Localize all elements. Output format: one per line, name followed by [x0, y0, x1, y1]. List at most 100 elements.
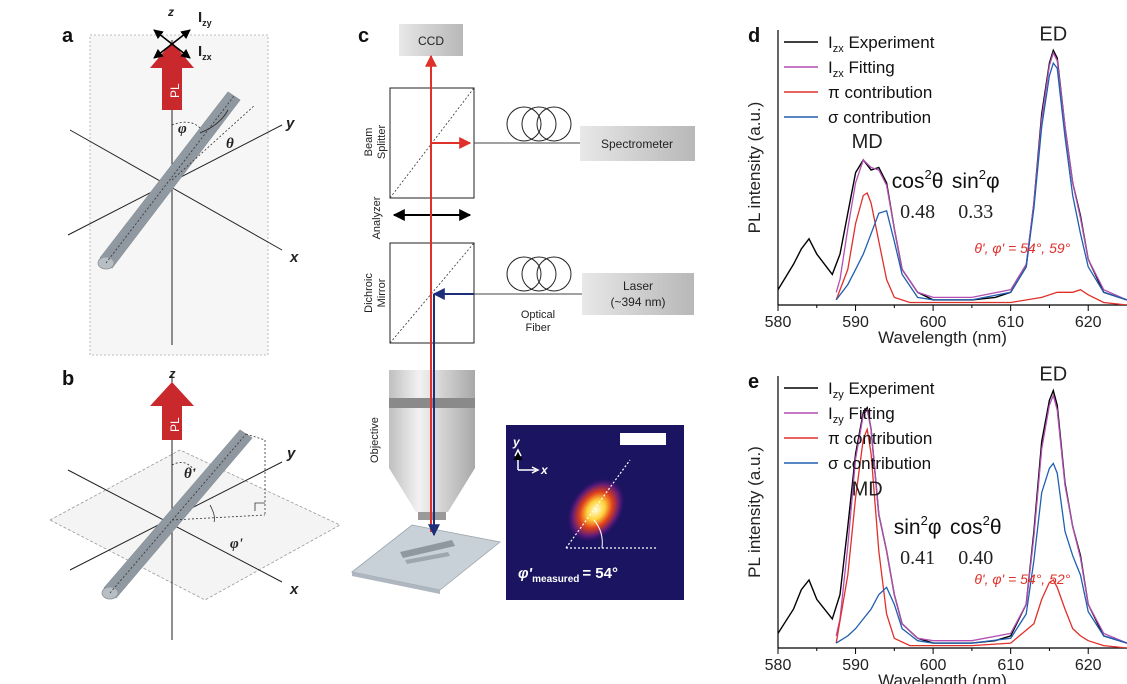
- legend-entry: π contribution: [828, 429, 932, 448]
- term2-expression: sin2φ: [952, 167, 1000, 193]
- axis-y-label-b: y: [286, 445, 296, 462]
- legend-entry: Izx Experiment: [828, 33, 935, 55]
- spectrometer-label: Spectrometer: [601, 137, 673, 151]
- axis-x-label-b: x: [289, 581, 299, 598]
- x-axis: [69, 129, 283, 251]
- xy-plane: [49, 449, 341, 601]
- ccd-box: [399, 24, 463, 56]
- md-label: MD: [852, 131, 883, 153]
- panel-label-b: b: [62, 368, 74, 390]
- legend-entry: Izy Fitting: [828, 404, 895, 426]
- series-line: [835, 61, 1127, 301]
- projection-line-a: [171, 104, 256, 181]
- polarization-arrows: z Izy Izx: [153, 5, 212, 62]
- series-line: [835, 51, 1127, 301]
- series-group: [778, 48, 1127, 305]
- legend-entry: Izy Experiment: [828, 379, 935, 401]
- dichroic-label-2: Mirror: [376, 278, 388, 307]
- term1-expression: sin2φ: [894, 513, 942, 539]
- pl-label-a: PL: [168, 83, 182, 98]
- y-axis-label: PL intensity (a.u.): [745, 102, 764, 234]
- phi-arc-a: [171, 121, 201, 129]
- x-tick-label: 610: [997, 657, 1024, 674]
- x-tick-label: 580: [765, 314, 792, 331]
- term2-expression: cos2θ: [950, 513, 1002, 539]
- panel-a: a x y φ θ PL z Izy Izx: [62, 5, 299, 356]
- term1-expression: cos2θ: [892, 167, 944, 193]
- spectrometer-box: [580, 126, 695, 161]
- fiber-label-1: Optical: [521, 309, 555, 321]
- beam-splitter-label-2: Splitter: [376, 125, 388, 160]
- theta-arc-a: [199, 109, 229, 134]
- pl-arrow-b: PL: [150, 382, 194, 440]
- pl-arrow-a: PL: [150, 42, 194, 110]
- izy-label: Izy: [198, 9, 212, 28]
- legend-entry: σ contribution: [828, 108, 931, 127]
- x-tick-label: 580: [765, 657, 792, 674]
- objective-label: Objective: [369, 417, 381, 463]
- legend-entry: π contribution: [828, 83, 932, 102]
- axis-x-label: x: [289, 249, 299, 266]
- series-line: [835, 192, 1127, 305]
- inset-phi-measured: φ'measured = 54°: [518, 565, 618, 585]
- panel-label-e: e: [748, 371, 759, 393]
- laser-box: [582, 273, 694, 315]
- dichroic-label-1: Dichroic: [363, 273, 375, 313]
- x-tick-label: 600: [920, 314, 947, 331]
- x-axis-label: Wavelength (nm): [878, 671, 1007, 684]
- scale-bar: [620, 433, 666, 445]
- spectrum-chart-e: 580 590 600 610 620 Wavelength (nm) PL intensi…: [745, 364, 1127, 684]
- theta-arc-b: [171, 462, 195, 471]
- series-line: [835, 426, 1127, 648]
- term1-value: 0.48: [900, 201, 935, 223]
- inset-x-label: x: [540, 463, 549, 477]
- term1-value: 0.41: [900, 547, 935, 569]
- ccd-label: CCD: [418, 34, 444, 48]
- series-line: [835, 393, 1127, 644]
- izx-label: Izx: [198, 43, 212, 62]
- angles-annotation: θ', φ' = 54°, 52°: [974, 571, 1070, 587]
- phi-label-a: φ: [178, 121, 187, 137]
- nanorod-b: [101, 429, 253, 600]
- axis-z-label: z: [167, 5, 174, 19]
- ed-label: ED: [1039, 23, 1067, 45]
- series-group: [778, 388, 1127, 648]
- fiber-coil-bottom: [506, 256, 572, 292]
- panel-label-d: d: [748, 25, 760, 47]
- x-tick-label: 600: [920, 657, 947, 674]
- term2-value: 0.33: [958, 201, 993, 223]
- x-axis-label: Wavelength (nm): [878, 328, 1007, 347]
- legend-entry: σ contribution: [828, 454, 931, 473]
- axis-y-label: y: [285, 115, 295, 132]
- x-tick-label: 620: [1075, 657, 1102, 674]
- phi-prime-label: φ': [230, 536, 243, 552]
- panel-label-a: a: [62, 25, 74, 47]
- laser-label-2: (~394 nm): [610, 295, 665, 309]
- term2-value: 0.40: [958, 547, 993, 569]
- fiber-coil-top: [506, 106, 572, 142]
- theta-prime-label: θ': [184, 466, 196, 482]
- laser-label-1: Laser: [623, 279, 653, 293]
- panel-label-c: c: [358, 25, 369, 47]
- panel-c: c CCD Beam Splitter Spectrometer Analyze…: [351, 24, 695, 600]
- x-tick-label: 610: [997, 314, 1024, 331]
- fiber-label-2: Fiber: [525, 322, 550, 334]
- nanorod-a: [97, 91, 241, 270]
- substrate: [351, 524, 501, 594]
- ed-label: ED: [1039, 364, 1067, 386]
- panel-b: b x y θ' φ' z PL: [49, 366, 341, 640]
- angles-annotation: θ', φ' = 54°, 59°: [974, 240, 1070, 256]
- pl-image-inset: y x φ'measured = 54°: [506, 425, 684, 600]
- spectrum-chart-d: 580 590 600 610 620 Wavelength (nm) PL intensi…: [745, 23, 1127, 347]
- beam-splitter-label-1: Beam: [363, 128, 375, 157]
- analyzer-label: Analyzer: [371, 196, 383, 239]
- legend-entry: Izx Fitting: [828, 58, 895, 80]
- x-tick-label: 590: [842, 314, 869, 331]
- y-axis-label: PL intensity (a.u.): [745, 446, 764, 578]
- pl-label-b: PL: [168, 417, 182, 432]
- axis-z-label-b: z: [168, 366, 176, 381]
- theta-label-a: θ: [226, 136, 234, 152]
- inset-y-label: y: [512, 435, 521, 449]
- x-tick-label: 590: [842, 657, 869, 674]
